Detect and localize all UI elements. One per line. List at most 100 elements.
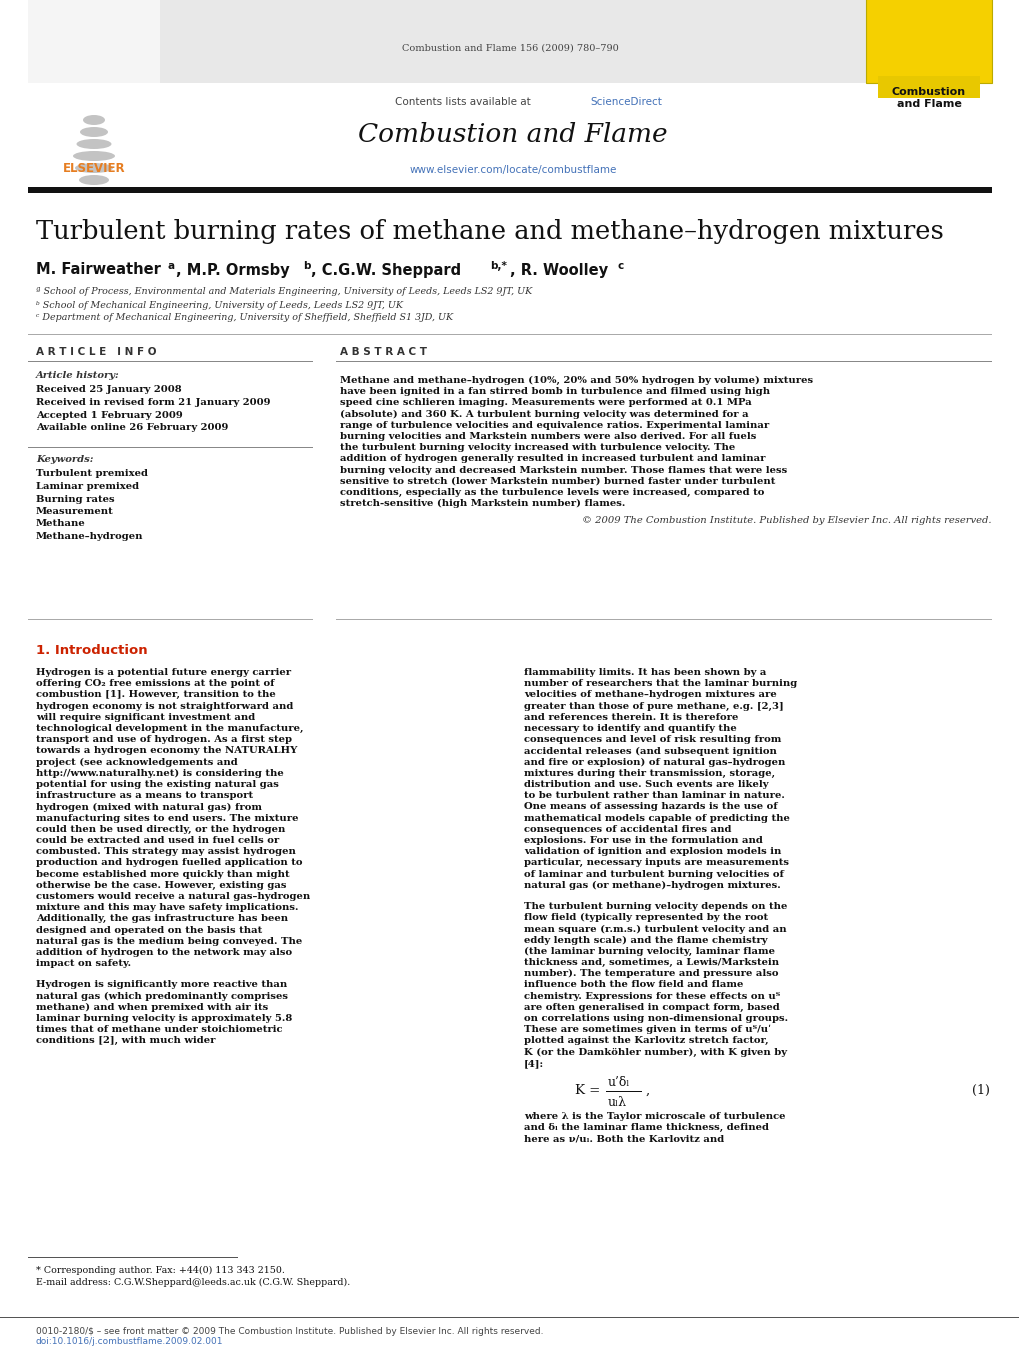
Text: flammability limits. It has been shown by a: flammability limits. It has been shown b… bbox=[524, 667, 765, 677]
Text: combustion [1]. However, transition to the: combustion [1]. However, transition to t… bbox=[36, 690, 275, 700]
Text: Combustion and Flame: Combustion and Flame bbox=[358, 123, 667, 147]
Text: infrastructure as a means to transport: infrastructure as a means to transport bbox=[36, 792, 253, 800]
Text: Laminar premixed: Laminar premixed bbox=[36, 482, 139, 490]
Text: manufacturing sites to end users. The mixture: manufacturing sites to end users. The mi… bbox=[36, 813, 299, 823]
Text: mixtures during their transmission, storage,: mixtures during their transmission, stor… bbox=[524, 769, 774, 778]
Text: conditions [2], with much wider: conditions [2], with much wider bbox=[36, 1036, 215, 1046]
Bar bbox=[877, 76, 979, 99]
Text: natural gas (which predominantly comprises: natural gas (which predominantly compris… bbox=[36, 992, 287, 1001]
Text: uₗλ: uₗλ bbox=[607, 1096, 627, 1109]
Text: greater than those of pure methane, e.g. [2,3]: greater than those of pure methane, e.g.… bbox=[524, 701, 783, 711]
Text: distribution and use. Such events are likely: distribution and use. Such events are li… bbox=[524, 780, 767, 789]
Text: the turbulent burning velocity increased with turbulence velocity. The: the turbulent burning velocity increased… bbox=[339, 443, 735, 453]
Text: Methane and methane–hydrogen (10%, 20% and 50% hydrogen by volume) mixtures: Methane and methane–hydrogen (10%, 20% a… bbox=[339, 376, 812, 385]
Text: are often generalised in compact form, based: are often generalised in compact form, b… bbox=[524, 1002, 779, 1012]
Ellipse shape bbox=[78, 176, 109, 185]
Text: Combustion and Flame 156 (2009) 780–790: Combustion and Flame 156 (2009) 780–790 bbox=[401, 43, 618, 53]
Text: Accepted 1 February 2009: Accepted 1 February 2009 bbox=[36, 411, 182, 420]
Text: b: b bbox=[303, 261, 310, 272]
Text: doi:10.1016/j.combustflame.2009.02.001: doi:10.1016/j.combustflame.2009.02.001 bbox=[36, 1337, 223, 1347]
Text: could be extracted and used in fuel cells or: could be extracted and used in fuel cell… bbox=[36, 836, 279, 844]
Text: ᵇ School of Mechanical Engineering, University of Leeds, Leeds LS2 9JT, UK: ᵇ School of Mechanical Engineering, Univ… bbox=[36, 300, 403, 309]
Text: Received in revised form 21 January 2009: Received in revised form 21 January 2009 bbox=[36, 399, 270, 407]
Ellipse shape bbox=[83, 115, 105, 126]
Text: Received 25 January 2008: Received 25 January 2008 bbox=[36, 385, 181, 394]
Text: mathematical models capable of predicting the: mathematical models capable of predictin… bbox=[524, 813, 789, 823]
Text: 0010-2180/$ – see front matter © 2009 The Combustion Institute. Published by Els: 0010-2180/$ – see front matter © 2009 Th… bbox=[36, 1327, 543, 1336]
Text: towards a hydrogen economy the NATURALHY: towards a hydrogen economy the NATURALHY bbox=[36, 746, 298, 755]
Text: production and hydrogen fuelled application to: production and hydrogen fuelled applicat… bbox=[36, 858, 303, 867]
Text: hydrogen economy is not straightforward and: hydrogen economy is not straightforward … bbox=[36, 701, 293, 711]
Text: The turbulent burning velocity depends on the: The turbulent burning velocity depends o… bbox=[524, 902, 787, 911]
Text: impact on safety.: impact on safety. bbox=[36, 959, 131, 969]
Text: ª School of Process, Environmental and Materials Engineering, University of Leed: ª School of Process, Environmental and M… bbox=[36, 288, 532, 296]
Ellipse shape bbox=[79, 127, 108, 136]
Text: offering CO₂ free emissions at the point of: offering CO₂ free emissions at the point… bbox=[36, 680, 274, 688]
Text: particular, necessary inputs are measurements: particular, necessary inputs are measure… bbox=[524, 858, 789, 867]
Text: Additionally, the gas infrastructure has been: Additionally, the gas infrastructure has… bbox=[36, 915, 287, 924]
Ellipse shape bbox=[73, 151, 115, 161]
Text: Article history:: Article history: bbox=[36, 372, 119, 381]
Text: become established more quickly than might: become established more quickly than mig… bbox=[36, 870, 289, 878]
Text: A R T I C L E   I N F O: A R T I C L E I N F O bbox=[36, 347, 156, 357]
Text: , C.G.W. Sheppard: , C.G.W. Sheppard bbox=[311, 262, 461, 277]
Text: customers would receive a natural gas–hydrogen: customers would receive a natural gas–hy… bbox=[36, 892, 310, 901]
Text: [4]:: [4]: bbox=[524, 1059, 543, 1067]
Text: here as ν/uₗ. Both the Karlovitz and: here as ν/uₗ. Both the Karlovitz and bbox=[524, 1135, 723, 1143]
Text: flow field (typically represented by the root: flow field (typically represented by the… bbox=[524, 913, 767, 923]
Text: M. Fairweather: M. Fairweather bbox=[36, 262, 161, 277]
Text: number of researchers that the laminar burning: number of researchers that the laminar b… bbox=[524, 680, 797, 688]
Text: have been ignited in a fan stirred bomb in turbulence and filmed using high: have been ignited in a fan stirred bomb … bbox=[339, 388, 769, 396]
Text: conditions, especially as the turbulence levels were increased, compared to: conditions, especially as the turbulence… bbox=[339, 488, 763, 497]
Text: to be turbulent rather than laminar in nature.: to be turbulent rather than laminar in n… bbox=[524, 792, 784, 800]
Text: Contents lists available at: Contents lists available at bbox=[394, 97, 534, 107]
Text: methane) and when premixed with air its: methane) and when premixed with air its bbox=[36, 1002, 268, 1012]
Text: velocities of methane–hydrogen mixtures are: velocities of methane–hydrogen mixtures … bbox=[524, 690, 776, 700]
Text: Measurement: Measurement bbox=[36, 507, 114, 516]
Text: thickness and, sometimes, a Lewis/Markstein: thickness and, sometimes, a Lewis/Markst… bbox=[524, 958, 779, 967]
Text: necessary to identify and quantify the: necessary to identify and quantify the bbox=[524, 724, 736, 734]
Text: burning velocities and Markstein numbers were also derived. For all fuels: burning velocities and Markstein numbers… bbox=[339, 432, 756, 440]
Text: natural gas (or methane)–hydrogen mixtures.: natural gas (or methane)–hydrogen mixtur… bbox=[524, 881, 780, 890]
Text: consequences and level of risk resulting from: consequences and level of risk resulting… bbox=[524, 735, 781, 744]
Ellipse shape bbox=[75, 163, 113, 173]
Text: ,: , bbox=[645, 1084, 649, 1097]
Text: designed and operated on the basis that: designed and operated on the basis that bbox=[36, 925, 262, 935]
Bar bbox=[28, 186, 991, 193]
Text: plotted against the Karlovitz stretch factor,: plotted against the Karlovitz stretch fa… bbox=[524, 1036, 768, 1046]
Text: K =: K = bbox=[575, 1084, 599, 1097]
Text: transport and use of hydrogen. As a first step: transport and use of hydrogen. As a firs… bbox=[36, 735, 291, 744]
Text: natural gas is the medium being conveyed. The: natural gas is the medium being conveyed… bbox=[36, 936, 302, 946]
Text: accidental releases (and subsequent ignition: accidental releases (and subsequent igni… bbox=[524, 746, 776, 755]
Text: could then be used directly, or the hydrogen: could then be used directly, or the hydr… bbox=[36, 825, 285, 834]
Text: , R. Woolley: , R. Woolley bbox=[510, 262, 607, 277]
Text: Combustion
and Flame: Combustion and Flame bbox=[891, 86, 965, 108]
Text: www.elsevier.com/locate/combustflame: www.elsevier.com/locate/combustflame bbox=[409, 165, 616, 176]
Bar bbox=[28, 63, 991, 68]
Text: where λ is the Taylor microscale of turbulence: where λ is the Taylor microscale of turb… bbox=[524, 1112, 785, 1121]
Text: Methane–hydrogen: Methane–hydrogen bbox=[36, 532, 144, 540]
Text: otherwise be the case. However, existing gas: otherwise be the case. However, existing… bbox=[36, 881, 286, 890]
Text: Methane: Methane bbox=[36, 520, 86, 528]
Text: eddy length scale) and the flame chemistry: eddy length scale) and the flame chemist… bbox=[524, 936, 766, 944]
Text: mixture and this may have safety implications.: mixture and this may have safety implica… bbox=[36, 904, 299, 912]
Text: a: a bbox=[168, 261, 175, 272]
Text: Turbulent premixed: Turbulent premixed bbox=[36, 470, 148, 478]
Text: c: c bbox=[618, 261, 624, 272]
Text: combusted. This strategy may assist hydrogen: combusted. This strategy may assist hydr… bbox=[36, 847, 296, 857]
Text: Hydrogen is a potential future energy carrier: Hydrogen is a potential future energy ca… bbox=[36, 667, 290, 677]
Text: Turbulent burning rates of methane and methane–hydrogen mixtures: Turbulent burning rates of methane and m… bbox=[36, 219, 943, 245]
Text: influence both the flow field and flame: influence both the flow field and flame bbox=[524, 981, 743, 989]
Text: A B S T R A C T: A B S T R A C T bbox=[339, 347, 427, 357]
Bar bbox=[160, 0, 865, 82]
Text: consequences of accidental fires and: consequences of accidental fires and bbox=[524, 825, 731, 834]
Text: Available online 26 February 2009: Available online 26 February 2009 bbox=[36, 423, 228, 432]
Text: b,*: b,* bbox=[489, 261, 506, 272]
Text: E-mail address: C.G.W.Sheppard@leeds.ac.uk (C.G.W. Sheppard).: E-mail address: C.G.W.Sheppard@leeds.ac.… bbox=[36, 1278, 350, 1286]
Text: and fire or explosion) of natural gas–hydrogen: and fire or explosion) of natural gas–hy… bbox=[524, 758, 785, 767]
Text: http://www.naturalhy.net) is considering the: http://www.naturalhy.net) is considering… bbox=[36, 769, 283, 778]
Text: project (see acknowledgements and: project (see acknowledgements and bbox=[36, 758, 237, 767]
Text: K (or the Damköhler number), with K given by: K (or the Damköhler number), with K give… bbox=[524, 1047, 787, 1056]
Text: (1): (1) bbox=[971, 1084, 989, 1097]
Text: © 2009 The Combustion Institute. Published by Elsevier Inc. All rights reserved.: © 2009 The Combustion Institute. Publish… bbox=[582, 516, 991, 526]
